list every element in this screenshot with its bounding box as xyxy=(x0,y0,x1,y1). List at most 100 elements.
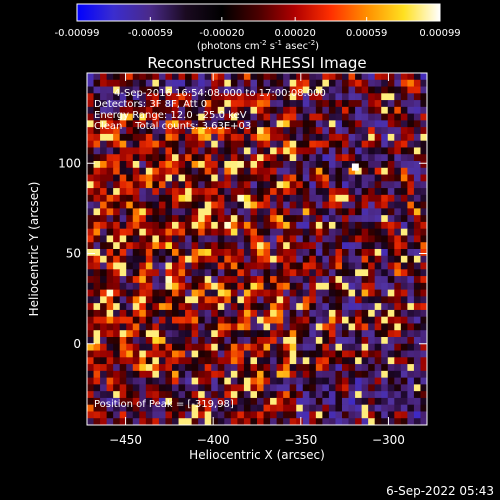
heatmap-pixel xyxy=(243,384,251,392)
heatmap-pixel xyxy=(270,167,278,175)
heatmap-pixel xyxy=(165,404,173,412)
heatmap-pixel xyxy=(198,337,206,345)
heatmap-pixel xyxy=(106,269,114,277)
heatmap-pixel xyxy=(342,106,349,115)
heatmap-pixel xyxy=(413,215,421,223)
heatmap-pixel xyxy=(322,154,330,162)
heatmap-pixel xyxy=(296,221,304,230)
heatmap-pixel xyxy=(191,235,199,243)
heatmap-pixel xyxy=(400,276,408,284)
heatmap-pixel xyxy=(374,86,382,94)
heatmap-pixel xyxy=(381,269,389,277)
heatmap-pixel xyxy=(413,113,421,121)
heatmap-pixel xyxy=(217,303,225,311)
heatmap-pixel xyxy=(348,215,356,223)
heatmap-pixel xyxy=(217,140,225,148)
heatmap-pixel xyxy=(342,174,349,182)
heatmap-pixel xyxy=(394,303,402,311)
heatmap-pixel xyxy=(296,79,304,87)
heatmap-pixel xyxy=(420,106,427,115)
heatmap-pixel xyxy=(106,215,114,223)
heatmap-pixel xyxy=(407,79,415,87)
heatmap-pixel xyxy=(302,397,310,406)
heatmap-pixel xyxy=(355,337,363,345)
heatmap-pixel xyxy=(132,181,140,189)
heatmap-pixel xyxy=(374,127,382,135)
heatmap-pixel xyxy=(413,161,421,169)
heatmap-pixel xyxy=(211,249,219,257)
heatmap-pixel xyxy=(355,262,363,270)
heatmap-pixel xyxy=(100,147,108,155)
heatmap-pixel xyxy=(191,120,199,128)
heatmap-pixel xyxy=(237,215,245,223)
heatmap-pixel xyxy=(348,140,356,148)
heatmap-pixel xyxy=(224,384,232,392)
heatmap-pixel xyxy=(243,79,251,87)
heatmap-pixel xyxy=(139,397,147,406)
heatmap-pixel xyxy=(113,235,121,243)
heatmap-pixel xyxy=(178,404,186,412)
heatmap-pixel xyxy=(407,161,415,169)
heatmap-pixel xyxy=(322,357,330,365)
heatmap-pixel xyxy=(145,221,153,230)
heatmap-pixel xyxy=(87,316,94,324)
heatmap-pixel xyxy=(400,127,408,135)
heatmap-pixel xyxy=(191,330,199,338)
heatmap-pixel xyxy=(368,147,376,155)
heatmap-pixel xyxy=(126,73,134,81)
colorbar-tick-label: -0.00099 xyxy=(55,28,100,39)
heatmap-pixel xyxy=(93,147,101,155)
heatmap-pixel xyxy=(106,364,114,372)
heatmap-pixel xyxy=(368,282,376,291)
heatmap-pixel xyxy=(243,296,251,304)
heatmap-pixel xyxy=(315,194,323,203)
heatmap-pixel xyxy=(283,296,291,304)
heatmap-pixel xyxy=(198,235,206,243)
heatmap-pixel xyxy=(348,296,356,304)
heatmap-pixel xyxy=(132,404,140,412)
heatmap-pixel xyxy=(387,296,395,304)
heatmap-pixel xyxy=(145,188,153,196)
heatmap-pixel xyxy=(185,262,193,270)
heatmap-pixel xyxy=(113,242,121,250)
heatmap-pixel xyxy=(191,343,199,351)
heatmap-pixel xyxy=(191,201,199,209)
heatmap-pixel xyxy=(93,411,101,419)
heatmap-pixel xyxy=(217,100,225,108)
heatmap-pixel xyxy=(191,316,199,324)
heatmap-pixel xyxy=(368,350,376,358)
heatmap-pixel xyxy=(355,215,363,223)
heatmap-pixel xyxy=(413,330,421,338)
heatmap-pixel xyxy=(198,167,206,175)
heatmap-pixel xyxy=(87,133,94,142)
heatmap-pixel xyxy=(217,370,225,379)
heatmap-pixel xyxy=(283,276,291,284)
heatmap-pixel xyxy=(296,343,304,351)
heatmap-pixel xyxy=(87,194,94,203)
heatmap-pixel xyxy=(361,397,369,406)
heatmap-pixel xyxy=(230,330,238,338)
heatmap-pixel xyxy=(420,188,427,196)
heatmap-pixel xyxy=(211,276,219,284)
heatmap-pixel xyxy=(185,370,193,379)
heatmap-pixel xyxy=(250,370,258,379)
heatmap-pixel xyxy=(374,370,382,379)
heatmap-pixel xyxy=(263,181,271,189)
heatmap-pixel xyxy=(387,384,395,392)
heatmap-pixel xyxy=(263,364,271,372)
heatmap-pixel xyxy=(152,404,160,412)
heatmap-pixel xyxy=(230,208,238,216)
heatmap-pixel xyxy=(263,316,271,324)
heatmap-pixel xyxy=(132,127,140,135)
heatmap-pixel xyxy=(165,397,173,406)
heatmap-pixel xyxy=(172,303,179,311)
heatmap-pixel xyxy=(145,228,153,236)
heatmap-pixel xyxy=(276,330,284,338)
heatmap-pixel xyxy=(158,93,166,101)
heatmap-pixel xyxy=(119,221,127,230)
heatmap-pixel xyxy=(342,357,349,365)
heatmap-pixel xyxy=(394,397,402,406)
heatmap-pixel xyxy=(132,79,140,87)
heatmap-pixel xyxy=(283,100,291,108)
heatmap-pixel xyxy=(217,228,225,236)
